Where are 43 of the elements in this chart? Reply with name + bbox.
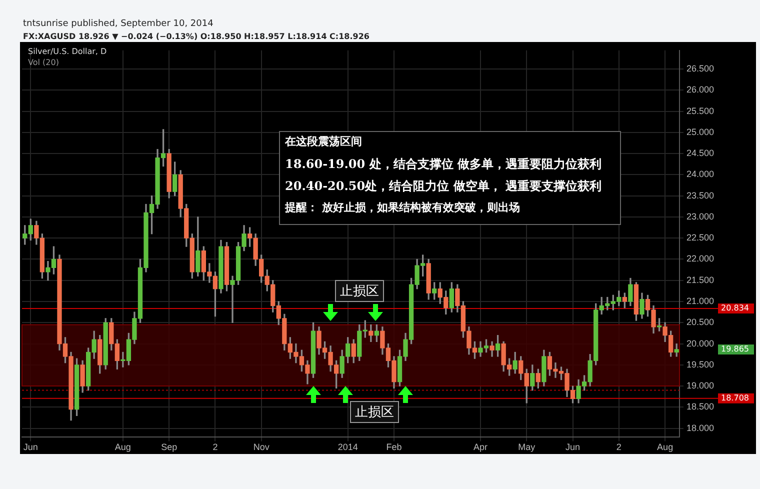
- y-tick-label: 25.500: [686, 106, 714, 116]
- y-tick-label: 22.000: [686, 254, 714, 264]
- ref-line-label: 18.708: [721, 393, 749, 402]
- x-tick-label: Jun: [566, 442, 580, 452]
- x-tick-label: Feb: [386, 442, 402, 452]
- y-tick-label: 20.000: [686, 338, 714, 348]
- annotation: 止损区: [350, 401, 399, 423]
- y-tick-label: 19.500: [686, 359, 714, 370]
- y-tick-label: 25.000: [686, 126, 714, 137]
- text: tntsunrise published, September 10, 2014: [23, 19, 214, 29]
- y-tick-label: 20.500: [686, 317, 714, 328]
- y-tick-label: 23.000: [686, 211, 714, 222]
- x-tick-label: Nov: [253, 442, 270, 452]
- x-tick-label: 2: [212, 442, 218, 452]
- annotation: 20.40-20.50处，结合阻力位 做空单， 遇重要支撑位获利: [285, 178, 602, 195]
- annotation: 18.60-19.00 处，结合支撑位 做多单，遇重要阻力位获利: [285, 156, 602, 173]
- annotation: 止损区: [335, 280, 384, 302]
- x-tick-label: Jun: [23, 442, 38, 452]
- text: 19.865: [721, 344, 749, 354]
- y-tick-label: 23.500: [686, 190, 714, 200]
- x-tick-label: Apr: [473, 442, 488, 452]
- y-tick-label: 18.500: [686, 402, 714, 412]
- y-tick-label: 26.000: [686, 84, 714, 95]
- y-tick-label: 24.000: [686, 169, 714, 180]
- chart-subtitle: Silver/U.S. Dollar, D: [28, 47, 107, 56]
- y-tick-label: 18.000: [686, 422, 714, 433]
- annotation: 在这段震荡区间: [285, 134, 362, 149]
- x-tick-label: Sep: [161, 442, 178, 452]
- y-tick-label: 21.500: [686, 274, 714, 285]
- y-tick-label: 21.000: [686, 296, 714, 306]
- y-tick-label: 19.000: [686, 380, 714, 391]
- x-tick-label: May: [518, 442, 536, 452]
- annotation: Vol (20): [28, 58, 59, 67]
- x-tick-label: Aug: [114, 442, 131, 452]
- x-tick-label: Aug: [657, 442, 674, 452]
- x-tick-label: 2: [616, 442, 622, 452]
- chart-title: FX:XAGUSD 18.926 ▼ −0.024 (−0.13%) O:18.950 H:18.957 L:18.914 C:18.926: [23, 32, 370, 41]
- x-tick-label: 2014: [338, 442, 358, 452]
- annotation: 提醒： 放好止损，如果结构被有效突破，则出场: [285, 200, 520, 215]
- y-tick-label: 26.500: [686, 63, 714, 74]
- ref-line-label: 20.834: [721, 304, 749, 313]
- y-tick-label: 22.500: [686, 232, 714, 243]
- y-tick-label: 24.500: [686, 148, 714, 158]
